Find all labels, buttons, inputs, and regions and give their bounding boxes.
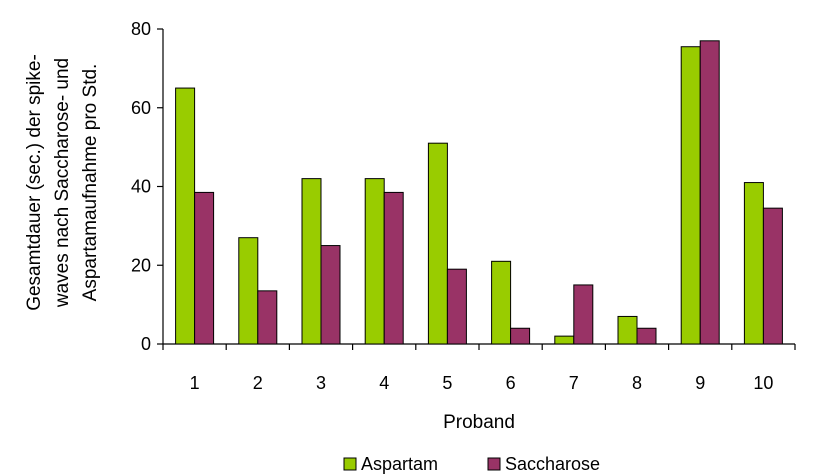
x-axis: 1 2 3 4 5 6 7 8 9 10 xyxy=(162,343,796,393)
y-tick-label: 20 xyxy=(131,255,151,275)
y-tick-label: 60 xyxy=(131,98,151,118)
bar-saccharose-5 xyxy=(446,268,467,345)
bar-saccharose-4 xyxy=(383,191,404,345)
bar-saccharose-6 xyxy=(510,327,531,345)
legend-swatch-saccharose xyxy=(487,457,501,471)
y-axis-title-line: Gesamtdauer (sec.) der spike- xyxy=(24,54,45,311)
y-tick-label: 80 xyxy=(131,19,151,39)
bar-saccharose-1 xyxy=(194,191,215,345)
bar-saccharose-2 xyxy=(257,290,278,345)
x-tick-label: 6 xyxy=(506,373,516,393)
bar-aspartam-9 xyxy=(680,46,701,345)
bar-aspartam-8 xyxy=(617,315,638,345)
bar-aspartam-2 xyxy=(238,237,259,345)
bar-aspartam-7 xyxy=(554,335,575,345)
y-axis-title-line: Aspartamaufnahme pro Std. xyxy=(80,64,101,302)
x-tick-label: 2 xyxy=(253,373,263,393)
x-tick-label: 7 xyxy=(569,373,579,393)
legend: Aspartam Saccharose xyxy=(343,454,600,474)
y-axis-title: Gesamtdauer (sec.) der spike-waves nach … xyxy=(24,54,101,311)
bar-aspartam-1 xyxy=(175,87,196,345)
bar-saccharose-8 xyxy=(636,327,657,345)
bars-group xyxy=(175,40,783,345)
bar-aspartam-10 xyxy=(743,182,764,345)
legend-label-saccharose: Saccharose xyxy=(505,454,600,474)
bar-saccharose-9 xyxy=(699,40,720,345)
x-tick-label: 1 xyxy=(190,373,200,393)
bar-saccharose-10 xyxy=(762,207,783,345)
bar-aspartam-5 xyxy=(427,142,448,345)
x-tick-label: 5 xyxy=(442,373,452,393)
x-tick-label: 8 xyxy=(632,373,642,393)
x-tick-label: 9 xyxy=(695,373,705,393)
bar-aspartam-6 xyxy=(491,260,512,345)
x-tick-label: 3 xyxy=(316,373,326,393)
y-axis: 0 20 40 60 80 xyxy=(131,19,164,354)
legend-swatch-aspartam xyxy=(343,457,357,471)
x-axis-title: Proband xyxy=(443,412,515,433)
y-tick-label: 0 xyxy=(141,334,151,354)
legend-label-aspartam: Aspartam xyxy=(361,454,438,474)
bar-saccharose-7 xyxy=(573,284,594,345)
bar-saccharose-3 xyxy=(320,245,341,345)
bar-aspartam-3 xyxy=(301,178,322,345)
bar-aspartam-4 xyxy=(364,178,385,345)
y-axis-title-line: waves nach Saccharose- und xyxy=(52,58,73,308)
x-tick-label: 10 xyxy=(753,373,773,393)
x-tick-label: 4 xyxy=(379,373,389,393)
y-tick-label: 40 xyxy=(131,177,151,197)
